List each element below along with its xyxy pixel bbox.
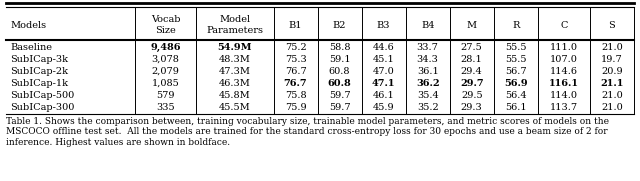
Text: M: M xyxy=(467,20,477,30)
Text: 59.7: 59.7 xyxy=(329,103,350,112)
Text: inference. Highest values are shown in boldface.: inference. Highest values are shown in b… xyxy=(6,138,230,147)
Text: Table 1. Shows the comparison between, training vocabulary size, trainable model: Table 1. Shows the comparison between, t… xyxy=(6,117,609,126)
Text: 113.7: 113.7 xyxy=(550,103,578,112)
Text: 114.6: 114.6 xyxy=(550,67,578,76)
Text: 33.7: 33.7 xyxy=(417,43,438,52)
Text: 29.3: 29.3 xyxy=(461,103,483,112)
Text: SubICap-3k: SubICap-3k xyxy=(10,55,68,64)
Text: 44.6: 44.6 xyxy=(372,43,394,52)
Text: 3,078: 3,078 xyxy=(152,55,179,64)
Text: Models: Models xyxy=(10,20,46,30)
Text: 335: 335 xyxy=(156,103,175,112)
Text: 54.9M: 54.9M xyxy=(218,43,252,52)
Text: 20.9: 20.9 xyxy=(601,67,623,76)
Text: 45.9: 45.9 xyxy=(373,103,394,112)
Text: 29.4: 29.4 xyxy=(461,67,483,76)
Text: 47.0: 47.0 xyxy=(372,67,394,76)
Text: B1: B1 xyxy=(289,20,302,30)
Text: 76.7: 76.7 xyxy=(285,67,307,76)
Text: 35.2: 35.2 xyxy=(417,103,438,112)
Text: 59.1: 59.1 xyxy=(329,55,350,64)
Text: 45.8M: 45.8M xyxy=(219,91,251,100)
Text: 1,085: 1,085 xyxy=(152,79,179,88)
Text: 56.9: 56.9 xyxy=(504,79,527,88)
Text: 21.1: 21.1 xyxy=(600,79,623,88)
Text: Baseline: Baseline xyxy=(10,43,52,52)
Text: 75.8: 75.8 xyxy=(285,91,307,100)
Text: 55.5: 55.5 xyxy=(505,55,527,64)
Text: SubICap-2k: SubICap-2k xyxy=(10,67,68,76)
Text: 58.8: 58.8 xyxy=(329,43,350,52)
Text: 45.5M: 45.5M xyxy=(219,103,251,112)
Text: 56.4: 56.4 xyxy=(505,91,527,100)
Text: 21.0: 21.0 xyxy=(601,43,623,52)
Text: 59.7: 59.7 xyxy=(329,91,350,100)
Text: MSCOCO offline test set.  All the models are trained for the standard cross-entr: MSCOCO offline test set. All the models … xyxy=(6,127,607,136)
Text: 45.1: 45.1 xyxy=(372,55,394,64)
Text: 60.8: 60.8 xyxy=(329,67,350,76)
Text: 75.9: 75.9 xyxy=(285,103,307,112)
Text: 27.5: 27.5 xyxy=(461,43,483,52)
Text: C: C xyxy=(560,20,568,30)
Text: 36.1: 36.1 xyxy=(417,67,438,76)
Text: S: S xyxy=(609,20,615,30)
Text: 56.7: 56.7 xyxy=(505,67,527,76)
Text: 29.7: 29.7 xyxy=(460,79,483,88)
Text: SubICap-500: SubICap-500 xyxy=(10,91,74,100)
Text: 47.1: 47.1 xyxy=(372,79,396,88)
Text: 579: 579 xyxy=(156,91,175,100)
Text: 46.1: 46.1 xyxy=(372,91,394,100)
Text: R: R xyxy=(512,20,520,30)
Text: 55.5: 55.5 xyxy=(505,43,527,52)
Text: 47.3M: 47.3M xyxy=(219,67,251,76)
Text: 35.4: 35.4 xyxy=(417,91,438,100)
Text: B4: B4 xyxy=(421,20,435,30)
Text: 34.3: 34.3 xyxy=(417,55,438,64)
Text: Model
Parameters: Model Parameters xyxy=(206,15,263,35)
Text: 60.8: 60.8 xyxy=(328,79,351,88)
Text: SubICap-1k: SubICap-1k xyxy=(10,79,68,88)
Text: SubICap-300: SubICap-300 xyxy=(10,103,74,112)
Text: 46.3M: 46.3M xyxy=(219,79,251,88)
Text: 9,486: 9,486 xyxy=(150,43,180,52)
Text: 107.0: 107.0 xyxy=(550,55,578,64)
Text: 21.0: 21.0 xyxy=(601,91,623,100)
Text: 19.7: 19.7 xyxy=(601,55,623,64)
Text: 36.2: 36.2 xyxy=(416,79,440,88)
Text: 111.0: 111.0 xyxy=(550,43,578,52)
Text: 75.2: 75.2 xyxy=(285,43,307,52)
Text: 114.0: 114.0 xyxy=(550,91,578,100)
Text: 76.7: 76.7 xyxy=(284,79,307,88)
Text: 56.1: 56.1 xyxy=(505,103,527,112)
Text: B2: B2 xyxy=(333,20,346,30)
Text: Vocab
Size: Vocab Size xyxy=(150,15,180,35)
Text: 29.5: 29.5 xyxy=(461,91,483,100)
Text: 2,079: 2,079 xyxy=(152,67,179,76)
Text: 48.3M: 48.3M xyxy=(219,55,251,64)
Text: 28.1: 28.1 xyxy=(461,55,483,64)
Text: 75.3: 75.3 xyxy=(285,55,307,64)
Text: 21.0: 21.0 xyxy=(601,103,623,112)
Text: 116.1: 116.1 xyxy=(549,79,579,88)
Text: B3: B3 xyxy=(377,20,390,30)
